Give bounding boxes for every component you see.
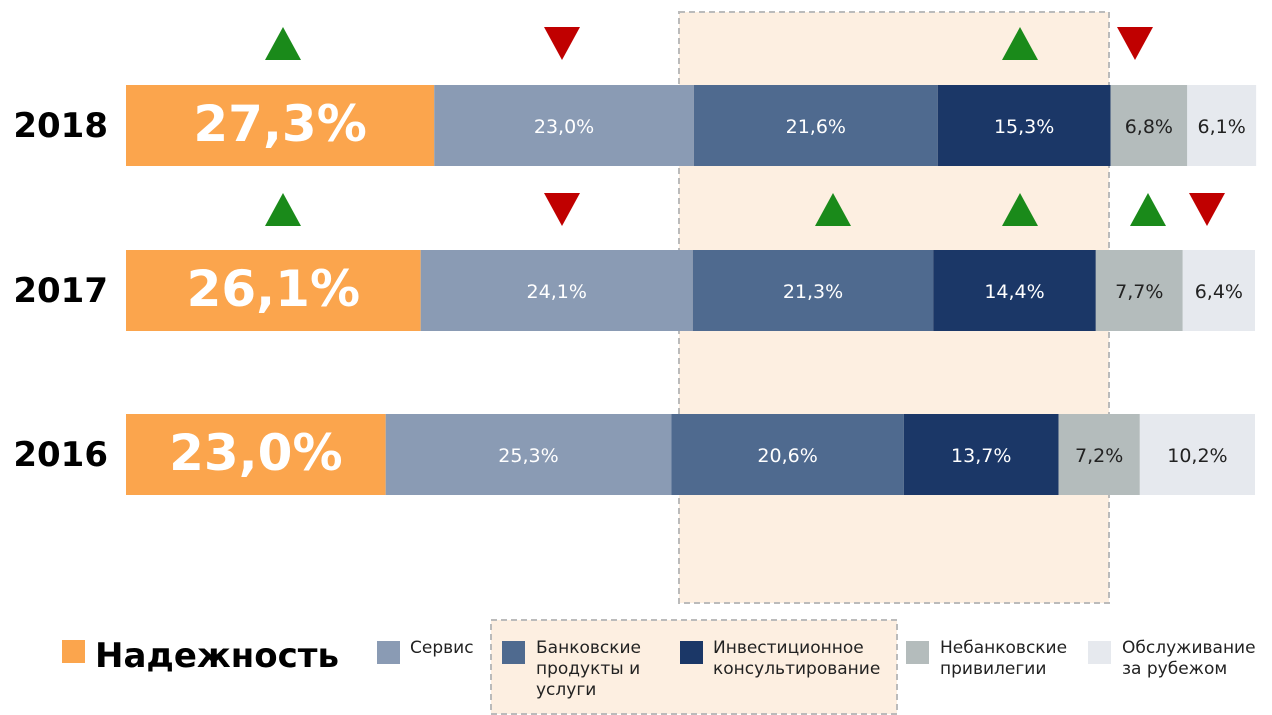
arrow-down bbox=[544, 27, 580, 60]
arrow-down bbox=[544, 193, 580, 226]
value-label: 23,0% bbox=[534, 116, 594, 138]
legend-swatch bbox=[1088, 641, 1111, 664]
legend-swatch bbox=[906, 641, 929, 664]
legend-swatch bbox=[502, 641, 525, 664]
bar-segment bbox=[937, 85, 1111, 166]
bar-segment bbox=[385, 414, 672, 495]
legend-label: Банковские продукты и услуги bbox=[536, 638, 642, 700]
arrow-up bbox=[815, 193, 851, 226]
value-label: 20,6% bbox=[757, 445, 817, 467]
value-label: 23,0% bbox=[169, 424, 342, 482]
category-label: 2017 bbox=[13, 271, 108, 311]
legend-label: Надежность bbox=[95, 636, 339, 676]
bar-segment bbox=[1187, 85, 1257, 166]
bar-segment bbox=[1095, 250, 1183, 331]
value-label: 6,8% bbox=[1125, 116, 1173, 138]
arrow-up bbox=[265, 27, 301, 60]
arrow-up bbox=[1130, 193, 1166, 226]
trend-arrows bbox=[265, 27, 1225, 226]
legend-label: Обслуживание за рубежом bbox=[1122, 638, 1256, 679]
bar-segment bbox=[671, 414, 904, 495]
legend-label: Небанковские привилегии bbox=[940, 638, 1068, 679]
bars: 2018 27,3% 23,0% 21,6% 15,3% 6,8% 6,1% 2017 26,1… bbox=[13, 85, 1257, 495]
legend-swatch bbox=[62, 640, 85, 663]
value-label: 6,4% bbox=[1195, 281, 1243, 303]
bar-segment bbox=[1058, 414, 1140, 495]
legend-highlight-box bbox=[490, 619, 898, 715]
value-label: 21,6% bbox=[786, 116, 846, 138]
legend-swatch bbox=[680, 641, 703, 664]
bar-segment bbox=[126, 414, 386, 495]
arrow-up bbox=[1002, 193, 1038, 226]
bar-segment bbox=[692, 250, 934, 331]
bar-segment bbox=[126, 250, 421, 331]
value-label: 6,1% bbox=[1198, 116, 1246, 138]
value-label: 21,3% bbox=[783, 281, 843, 303]
value-label: 14,4% bbox=[984, 281, 1044, 303]
bar-segment bbox=[933, 250, 1096, 331]
bar-segment bbox=[1110, 85, 1188, 166]
value-label: 7,7% bbox=[1115, 281, 1163, 303]
arrow-up bbox=[265, 193, 301, 226]
legend-label: Сервис bbox=[410, 638, 474, 658]
legend-label: Инвестиционное консультирование bbox=[713, 638, 881, 679]
value-label: 13,7% bbox=[951, 445, 1011, 467]
legend-swatch bbox=[377, 641, 400, 664]
category-label: 2016 bbox=[13, 435, 108, 475]
value-label: 24,1% bbox=[527, 281, 587, 303]
arrow-down bbox=[1117, 27, 1153, 60]
value-label: 27,3% bbox=[193, 95, 366, 153]
value-label: 10,2% bbox=[1167, 445, 1227, 467]
value-label: 7,2% bbox=[1075, 445, 1123, 467]
value-label: 25,3% bbox=[498, 445, 558, 467]
bar-segment bbox=[1139, 414, 1255, 495]
bar-segment bbox=[903, 414, 1059, 495]
category-label: 2018 bbox=[13, 106, 108, 146]
bar-segment bbox=[126, 85, 435, 166]
value-label: 26,1% bbox=[187, 260, 360, 318]
value-label: 15,3% bbox=[994, 116, 1054, 138]
bar-segment bbox=[434, 85, 694, 166]
arrow-up bbox=[1002, 27, 1038, 60]
bar-segment bbox=[693, 85, 938, 166]
bar-segment bbox=[420, 250, 693, 331]
bar-segment bbox=[1182, 250, 1255, 331]
arrow-down bbox=[1189, 193, 1225, 226]
